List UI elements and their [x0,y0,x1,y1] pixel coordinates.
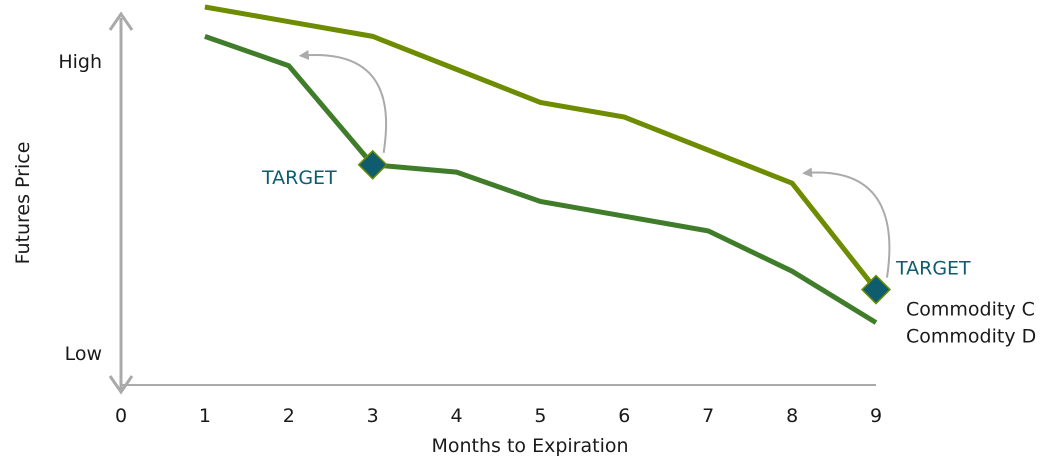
series-layer [204,4,878,325]
legend-label-commodity-c: Commodity C [906,299,1035,321]
x-tick-label: 9 [870,405,882,427]
target-arrow [802,167,891,278]
y-axis-label: Futures Price [12,142,34,265]
x-tick-label: 1 [199,405,211,427]
series-line-commodity-c [204,4,878,292]
target-label: TARGET [895,258,971,280]
x-tick-label: 8 [786,405,798,427]
series-line-commodity-d [204,33,878,325]
x-tick-label: 4 [451,405,463,427]
x-tick-label: 0 [115,405,127,427]
x-tick-label: 2 [283,405,295,427]
x-tick-label: 3 [367,405,379,427]
x-tick-label: 6 [618,405,630,427]
axes [108,11,876,395]
text-layer: High Low Futures Price Months to Expirat… [12,51,1036,457]
y-axis-top-arrowhead [108,11,134,31]
annotation-layer: TARGET TARGET [261,50,971,305]
y-tick-low: Low [65,343,102,365]
target-label: TARGET [261,167,337,189]
x-axis-label: Months to Expiration [431,435,628,457]
target-diamond-marker [357,149,388,180]
y-axis-bottom-arrowhead [108,375,134,395]
x-tick-layer: 0 1 2 3 4 5 6 7 8 9 [115,405,882,427]
y-tick-high: High [58,51,102,73]
target-diamond-marker [860,274,892,305]
x-tick-label: 5 [534,405,546,427]
legend-label-commodity-d: Commodity D [906,326,1036,348]
x-tick-label: 7 [702,405,714,427]
target-arrow [298,50,388,153]
